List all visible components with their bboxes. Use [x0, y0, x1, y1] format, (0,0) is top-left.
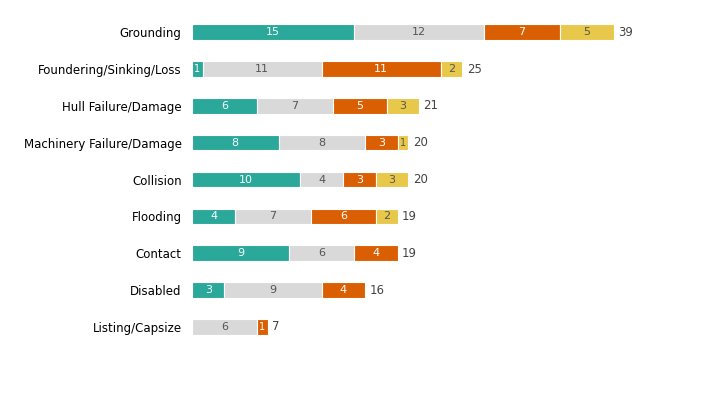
Text: 15: 15 [266, 27, 280, 37]
Bar [441, 61, 462, 77]
Text: 11: 11 [374, 64, 388, 74]
Text: 2: 2 [383, 211, 390, 221]
Text: 39: 39 [619, 26, 633, 39]
Bar [192, 319, 257, 335]
Bar [300, 172, 343, 187]
Bar [289, 245, 354, 261]
Text: 8: 8 [232, 138, 239, 148]
Text: 4: 4 [340, 285, 347, 295]
Text: 5: 5 [356, 101, 363, 111]
Text: 12: 12 [412, 27, 426, 37]
Text: 8: 8 [319, 138, 326, 148]
Bar [257, 98, 333, 114]
Bar [365, 135, 397, 150]
Text: 7: 7 [518, 27, 525, 37]
Text: 19: 19 [402, 210, 417, 223]
Bar [192, 282, 225, 298]
Text: 9: 9 [237, 248, 244, 258]
Bar [235, 209, 311, 224]
Bar [560, 24, 614, 40]
Bar [354, 24, 484, 40]
Text: 7: 7 [272, 320, 279, 334]
Text: 3: 3 [389, 174, 395, 185]
Text: 16: 16 [370, 284, 385, 296]
Bar [257, 319, 268, 335]
Bar [192, 24, 354, 40]
Bar [354, 245, 397, 261]
Bar [387, 98, 419, 114]
Text: 7: 7 [269, 211, 277, 221]
Text: 1: 1 [400, 138, 406, 148]
Text: 20: 20 [412, 173, 427, 186]
Text: 19: 19 [402, 247, 417, 260]
Text: 7: 7 [292, 101, 299, 111]
Bar [376, 172, 408, 187]
Bar [343, 172, 376, 187]
Text: 4: 4 [210, 211, 217, 221]
Text: 25: 25 [467, 63, 481, 75]
Bar [225, 282, 322, 298]
Text: 6: 6 [319, 248, 326, 258]
Text: 2: 2 [448, 64, 455, 74]
Text: 11: 11 [255, 64, 269, 74]
Bar [203, 61, 322, 77]
Text: 3: 3 [205, 285, 212, 295]
Bar [192, 172, 300, 187]
Bar [397, 135, 408, 150]
Text: 6: 6 [221, 101, 228, 111]
Text: 4: 4 [319, 174, 326, 185]
Bar [484, 24, 560, 40]
Text: 6: 6 [340, 211, 347, 221]
Bar [192, 98, 257, 114]
Text: 5: 5 [584, 27, 590, 37]
Text: 3: 3 [400, 101, 407, 111]
Text: 21: 21 [424, 99, 439, 113]
Text: 9: 9 [269, 285, 277, 295]
Text: 10: 10 [239, 174, 253, 185]
Bar [279, 135, 365, 150]
Bar [192, 209, 235, 224]
Bar [322, 282, 365, 298]
Bar [311, 209, 376, 224]
Text: 1: 1 [260, 322, 265, 332]
Bar [376, 209, 397, 224]
Bar [192, 245, 289, 261]
Text: 20: 20 [412, 136, 427, 149]
Text: 3: 3 [356, 174, 363, 185]
Text: 4: 4 [373, 248, 380, 258]
Bar [192, 135, 279, 150]
Bar [333, 98, 387, 114]
Bar [322, 61, 441, 77]
Text: 6: 6 [221, 322, 228, 332]
Bar [192, 61, 203, 77]
Text: 3: 3 [378, 138, 385, 148]
Text: 1: 1 [194, 64, 201, 74]
